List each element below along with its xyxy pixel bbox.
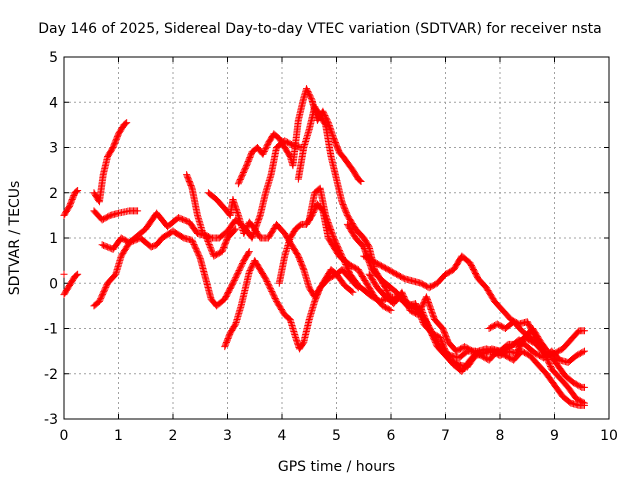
data-point: [245, 248, 253, 256]
x-axis-label: GPS time / hours: [278, 459, 395, 475]
y-tick-label: 0: [49, 276, 58, 292]
data-point: [205, 240, 213, 248]
data-point: [424, 322, 432, 330]
data-point: [580, 401, 588, 409]
y-tick-label: -3: [44, 412, 58, 428]
series-track-10: [221, 257, 357, 353]
y-tick-label: 4: [49, 95, 58, 111]
data-point: [123, 119, 131, 127]
data-point: [299, 264, 307, 272]
data-point: [423, 320, 431, 328]
x-tick-label: 0: [60, 428, 69, 444]
x-tick-label: 9: [550, 428, 559, 444]
data-point: [422, 317, 430, 325]
series-track-4: [90, 119, 131, 206]
data-point: [72, 272, 80, 280]
data-point: [420, 313, 428, 321]
data-point: [421, 314, 429, 322]
y-tick-label: 2: [49, 186, 58, 202]
x-tick-label: 6: [387, 428, 396, 444]
series-track-5: [90, 207, 142, 224]
x-tick-label: 8: [496, 428, 505, 444]
data-points: [60, 85, 588, 409]
data-point: [72, 188, 80, 196]
data-point: [73, 187, 81, 195]
x-tick-label: 10: [600, 428, 618, 444]
y-tick-label: -2: [44, 367, 58, 383]
data-point: [348, 287, 356, 295]
data-point: [425, 323, 433, 331]
y-tick-label: -1: [44, 322, 58, 338]
data-point: [207, 245, 215, 253]
x-tick-label: 4: [278, 428, 287, 444]
x-tick-label: 7: [441, 428, 450, 444]
data-point: [422, 316, 430, 324]
y-tick-label: 5: [49, 50, 58, 66]
data-point: [245, 249, 253, 257]
data-point: [74, 186, 82, 194]
data-point: [232, 225, 240, 233]
data-point: [580, 383, 588, 391]
data-point: [188, 183, 196, 191]
series-track-18: [485, 318, 588, 360]
data-point: [580, 347, 588, 355]
series-track-2: [60, 270, 68, 278]
series-track-17: [365, 270, 588, 409]
series-track-3: [60, 270, 82, 299]
data-point: [355, 176, 363, 184]
chart-title: Day 146 of 2025, Sidereal Day-to-day VTE…: [38, 21, 601, 37]
data-point: [122, 119, 130, 127]
data-point: [231, 226, 239, 234]
series-track-7: [98, 227, 253, 310]
x-tick-label: 1: [114, 428, 123, 444]
data-point: [206, 243, 214, 251]
data-point: [356, 177, 364, 185]
y-tick-label: 1: [49, 231, 58, 247]
data-point: [134, 207, 142, 215]
data-point: [206, 242, 214, 250]
data-point: [208, 246, 216, 254]
data-point: [74, 270, 82, 278]
series-track-11: [234, 85, 365, 188]
data-point: [387, 306, 395, 314]
data-point: [307, 95, 315, 103]
data-point: [60, 270, 68, 278]
series-track-6: [90, 209, 240, 310]
data-point: [256, 213, 264, 221]
data-point: [205, 239, 213, 247]
data-point: [208, 248, 216, 256]
data-point: [349, 288, 357, 296]
data-point: [196, 253, 204, 261]
data-point: [580, 327, 588, 335]
data-point: [386, 306, 394, 314]
x-tick-label: 3: [223, 428, 232, 444]
data-point: [73, 271, 81, 279]
data-point: [357, 177, 365, 185]
y-axis-label: SDTVAR / TECUs: [7, 181, 23, 296]
data-point: [121, 120, 129, 128]
data-point: [579, 348, 587, 356]
data-point: [423, 319, 431, 327]
axis-ticks: 0 1 2 3 4 5 6 7 8 9 10 -3 -2 -1 0 1 2 3 4 5: [44, 50, 618, 444]
y-tick-label: 3: [49, 141, 58, 157]
x-tick-label: 2: [169, 428, 178, 444]
series-track-1: [60, 186, 82, 219]
x-tick-label: 5: [332, 428, 341, 444]
